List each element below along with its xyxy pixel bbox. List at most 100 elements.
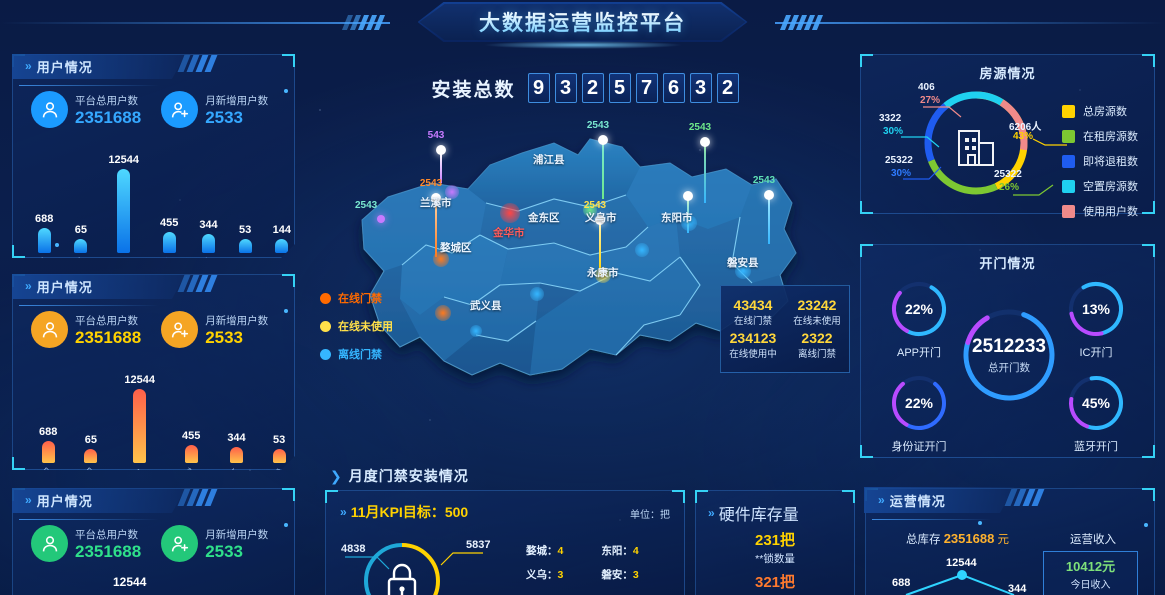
map-legend-item[interactable]: 离线门禁	[320, 346, 393, 362]
chevron-right-icon: »	[878, 493, 882, 507]
user-plus-icon	[161, 91, 198, 128]
bar-label: DAU	[83, 465, 103, 484]
bar-value: 344	[227, 432, 246, 444]
monthly-value-right: 5837	[466, 539, 491, 551]
legend-color-swatch	[1062, 154, 1075, 168]
bar-column[interactable]: 65 DAU	[74, 224, 87, 253]
bar-column[interactable]: 12544 有效门禁数	[108, 154, 139, 253]
bar	[38, 228, 51, 253]
bar	[273, 449, 286, 463]
line-point-value: 344	[1008, 583, 1027, 595]
gauge-percent: 22%	[904, 301, 934, 317]
legend-color-swatch	[1062, 104, 1075, 118]
map-stat-item: 2322 离线门禁	[797, 330, 836, 361]
map-stat-label: 在线门禁	[733, 316, 772, 327]
kpi-total-users: 平台总用户数 2351688	[31, 91, 141, 128]
panel-title: 用户情况	[36, 279, 93, 295]
gauge-label: 蓝牙开门	[1074, 441, 1118, 453]
kpi-total-users: 平台总用户数 2351688	[31, 311, 141, 348]
slash-decoration-icon	[779, 15, 824, 30]
install-digit: 3	[554, 73, 577, 103]
chevron-right-icon: »	[25, 279, 29, 293]
panel-title: 用户情况	[36, 59, 93, 75]
panel-header: » 运营情况	[864, 487, 1014, 513]
user-icon	[31, 91, 68, 128]
gauge-percent: 13%	[1081, 301, 1111, 317]
kpi-row: 平台总用户数 2351688 月新增用户数 2533	[31, 91, 268, 128]
chevron-right-icon: »	[25, 59, 29, 73]
install-digit: 2	[581, 73, 604, 103]
map-region-label: 磐安县	[727, 257, 759, 269]
legend-label: 在租房源数	[1083, 131, 1138, 143]
map-stat-item: 23242 在线未使用	[793, 297, 841, 327]
housing-percent: 30%	[891, 168, 912, 179]
housing-percent: 26%	[999, 182, 1020, 193]
gauge-percent: 22%	[904, 395, 934, 411]
map-stat-item: 43434 在线门禁	[733, 297, 773, 327]
inventory-label: **锁数量	[755, 553, 795, 565]
bar-column[interactable]: 455 新增门禁数	[160, 217, 178, 253]
map-stat-label: 离线门禁	[797, 349, 836, 361]
stock-label: 总库存	[906, 534, 941, 546]
bar-column[interactable]: 455 蓝牙开门	[182, 430, 200, 463]
bar-column[interactable]: 344 IC卡开门	[227, 432, 245, 463]
map-legend-item[interactable]: 在线门禁	[320, 290, 393, 306]
unit-label: 单位：把	[630, 510, 670, 521]
housing-percent: 43%	[1013, 131, 1034, 142]
kpi-value: 2351688	[75, 542, 142, 561]
header-decoration-right	[775, 15, 1165, 30]
housing-legend-item[interactable]: 空置房源数	[1062, 178, 1138, 194]
kpi-value: 2351688	[75, 328, 142, 347]
page-title-text: 大数据运营监控平台	[479, 7, 686, 37]
panel-title: 开门情况	[979, 256, 1036, 271]
line-point-value: 12544	[946, 557, 977, 569]
kpi-label: 平台总用户数	[75, 529, 138, 541]
page-title: 大数据运营监控平台	[417, 2, 748, 42]
bar-value: 12544	[108, 154, 139, 166]
bar-column[interactable]: 53 身份证开门	[273, 434, 286, 463]
bar-column[interactable]: 688 DNU	[39, 426, 57, 463]
map-region-label: 浦江县	[533, 154, 565, 166]
bar-value: 12544	[113, 575, 147, 589]
bar-column[interactable]: 65 DAU	[84, 434, 97, 463]
bar-value: 688	[39, 426, 58, 438]
bar-column[interactable]: 344 流失门禁数	[199, 219, 217, 253]
panel-operation: » 运营情况 总库存 2351688 元 运营收入 10412元 今日收入 68…	[865, 488, 1155, 595]
bar-value: 53	[273, 434, 286, 446]
income-value: 10412元	[1065, 559, 1116, 574]
panel-header: » 用户情况	[11, 487, 186, 513]
legend-label: 在线门禁	[338, 293, 382, 305]
housing-legend-item[interactable]: 在租房源数	[1062, 128, 1138, 144]
legend-color-swatch	[1062, 179, 1075, 193]
slash-decoration-icon	[341, 15, 386, 30]
housing-legend-item[interactable]: 即将退租数	[1062, 153, 1138, 169]
legend-color-swatch	[1062, 204, 1075, 218]
kpi-target: » 11月KPI目标：500	[340, 502, 468, 522]
install-digit: 9	[527, 73, 550, 103]
stock-value: 2351688	[943, 531, 995, 546]
income-today-box: 10412元 今日收入	[1043, 551, 1138, 595]
install-digit: 7	[635, 73, 658, 103]
bar-column[interactable]: 53 APP投诉数	[239, 224, 252, 253]
panel-title: 运营情况	[889, 493, 946, 509]
bar-value: 53	[239, 224, 252, 236]
total-opens-label: 总开门数	[988, 361, 1030, 374]
dashboard-header: 大数据运营监控平台	[0, 0, 1165, 49]
bar-column[interactable]: 688 DNU	[35, 213, 53, 253]
housing-legend-item[interactable]: 总房源数	[1062, 103, 1138, 119]
bar-chart-user-blue: 688 DNU 65 DAU 12544 有效门禁数 455 新增门禁数 344 流失门禁数 53 A…	[35, 143, 291, 253]
monthly-section-title: ❯ 月度门禁安装情况	[330, 466, 469, 486]
legend-color-dot	[320, 320, 331, 332]
bar-column[interactable]: 144 广告关注数	[273, 224, 291, 253]
section-title-text: 月度门禁安装情况	[348, 468, 469, 484]
map-legend-item[interactable]: 在线未使用	[320, 318, 393, 334]
bar-column[interactable]: 12544 APP开门数	[124, 374, 155, 463]
housing-legend-item[interactable]: 使用用户数	[1062, 203, 1138, 219]
kpi-label: 平台总用户数	[75, 315, 138, 327]
map-glow-blob	[681, 215, 697, 231]
kpi-value: 2351688	[75, 108, 142, 127]
bar-value: 65	[84, 434, 97, 446]
map-region-label: 武义县	[470, 300, 502, 312]
panel-header: » 硬件库存量	[708, 501, 799, 525]
gauge-ic-open: 13% IC开门	[1066, 279, 1126, 359]
